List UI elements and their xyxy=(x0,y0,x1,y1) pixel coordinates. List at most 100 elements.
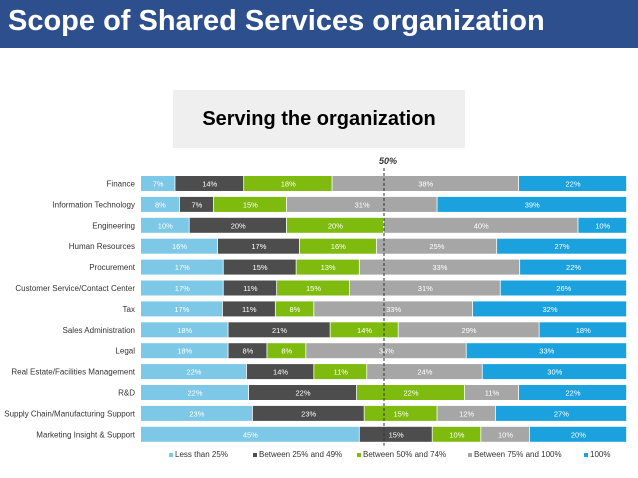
data-label: 30% xyxy=(547,368,562,377)
bar-segment xyxy=(141,176,175,191)
category-label-sales-administration: Sales Administration xyxy=(63,326,135,335)
data-label: 12% xyxy=(459,409,474,418)
bar-segment xyxy=(141,405,252,421)
category-label-customer-service-contact-center: Customer Service/Contact Center xyxy=(15,284,135,293)
bar-segment xyxy=(244,176,332,191)
data-label: 38% xyxy=(418,180,433,189)
category-label-supply-chain-manufacturing-support: Supply Chain/Manufacturing Support xyxy=(4,409,136,418)
data-label: 22% xyxy=(295,389,310,398)
data-label: 11% xyxy=(485,389,500,398)
data-label: 33% xyxy=(539,347,554,356)
bar-segment xyxy=(141,259,223,275)
legend-entry: Between 25% and 49% xyxy=(259,450,342,459)
reference-line-label: 50% xyxy=(379,156,397,166)
data-label: 17% xyxy=(251,242,266,251)
bar-segment xyxy=(299,238,376,254)
data-label: 15% xyxy=(389,430,404,439)
bar-segment xyxy=(223,280,277,296)
data-label: 23% xyxy=(189,409,204,418)
bar-segment xyxy=(228,322,330,338)
data-label: 14% xyxy=(357,326,372,335)
data-label: 15% xyxy=(243,200,258,209)
bar-segment xyxy=(141,343,228,359)
bar-segment xyxy=(520,259,627,275)
data-label: 20% xyxy=(571,430,586,439)
data-label: 15% xyxy=(394,409,409,418)
data-label: 18% xyxy=(177,326,192,335)
category-label-tax: Tax xyxy=(123,305,135,314)
bar-segment xyxy=(330,322,398,338)
data-label: 24% xyxy=(417,368,432,377)
data-label: 33% xyxy=(432,263,447,272)
data-label: 20% xyxy=(231,221,246,230)
data-label: 10% xyxy=(498,430,513,439)
bar-segment xyxy=(497,238,627,254)
bar-segment xyxy=(286,217,384,233)
data-label: 11% xyxy=(243,284,258,293)
bar-segment xyxy=(141,217,189,233)
bar-segment xyxy=(275,301,314,317)
data-label: 10% xyxy=(158,221,173,230)
bar-segment xyxy=(228,343,267,359)
data-label: 14% xyxy=(273,368,288,377)
data-label: 22% xyxy=(403,389,418,398)
title-bar: Scope of Shared Services organization xyxy=(0,0,638,48)
bar-segment xyxy=(189,217,286,233)
data-label: 17% xyxy=(174,305,189,314)
bar-segment xyxy=(376,238,497,254)
category-label-randd: R&D xyxy=(118,389,135,398)
bar-segment xyxy=(141,196,180,212)
bar-segment xyxy=(359,259,520,275)
category-label-marketing-insight-and-support: Marketing Insight & Support xyxy=(36,430,135,439)
bar-segment xyxy=(364,405,437,421)
bar-segment xyxy=(432,426,481,442)
bar-segment xyxy=(529,426,627,442)
category-label-information-technology: Information Technology xyxy=(52,200,135,209)
bar-segment xyxy=(141,280,223,296)
legend-swatch xyxy=(357,453,361,457)
bar-segment xyxy=(349,280,500,296)
bar-segment xyxy=(495,405,627,421)
data-label: 27% xyxy=(554,409,569,418)
data-label: 22% xyxy=(566,263,581,272)
data-label: 16% xyxy=(172,242,187,251)
legend-entry: Between 75% and 100% xyxy=(474,450,562,459)
data-label: 22% xyxy=(186,368,201,377)
data-label: 45% xyxy=(243,430,258,439)
bar-segment xyxy=(175,176,244,191)
bar-segment xyxy=(398,322,539,338)
bar-segment xyxy=(286,196,437,212)
data-label: 20% xyxy=(328,221,343,230)
data-label: 23% xyxy=(301,409,316,418)
category-label-engineering: Engineering xyxy=(92,221,135,230)
bar-segment xyxy=(359,426,432,442)
legend-entry: Between 50% and 74% xyxy=(363,450,446,459)
data-label: 11% xyxy=(242,305,257,314)
bar-segment xyxy=(249,385,357,400)
category-label-legal: Legal xyxy=(115,347,135,356)
stacked-bar-chart: 50% Finance 7% 14% 18% 38% 22% Information Tech… xyxy=(4,156,627,459)
data-label: 31% xyxy=(355,200,370,209)
bar-segment xyxy=(222,301,275,317)
data-label: 10% xyxy=(595,221,610,230)
bar-segment xyxy=(481,426,529,442)
bar-segment xyxy=(217,238,299,254)
bar-segment xyxy=(314,301,473,317)
data-label: 18% xyxy=(576,326,591,335)
category-label-procurement: Procurement xyxy=(89,263,136,272)
data-label: 8% xyxy=(155,200,166,209)
bar-segment xyxy=(384,217,578,233)
data-label: 15% xyxy=(253,263,268,272)
data-label: 25% xyxy=(429,242,444,251)
data-label: 29% xyxy=(462,326,477,335)
bar-segment xyxy=(332,176,519,191)
data-label: 22% xyxy=(565,180,580,189)
bar-segment xyxy=(314,364,367,380)
bar-segment xyxy=(141,301,222,317)
data-label: 39% xyxy=(525,200,540,209)
chart-subtitle: Serving the organization xyxy=(173,90,465,148)
category-label-finance: Finance xyxy=(107,180,136,189)
bar-segment xyxy=(213,196,286,212)
legend-entry: Less than 25% xyxy=(175,450,228,459)
data-label: 21% xyxy=(272,326,287,335)
